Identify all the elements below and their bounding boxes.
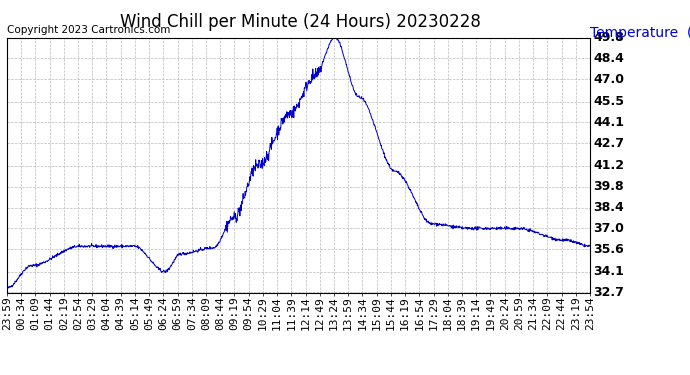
Text: 48.4: 48.4 [593,52,624,65]
Text: 49.8: 49.8 [593,31,624,44]
Text: 44.1: 44.1 [593,116,624,129]
Text: 34.1: 34.1 [593,265,624,278]
Text: 38.4: 38.4 [593,201,624,214]
Text: 37.0: 37.0 [593,222,624,235]
Text: 45.5: 45.5 [593,95,624,108]
Text: 39.8: 39.8 [593,180,624,193]
Text: 42.7: 42.7 [593,137,624,150]
Text: 41.2: 41.2 [593,159,624,172]
Text: 35.6: 35.6 [593,243,624,256]
Text: 47.0: 47.0 [593,73,624,86]
Text: 32.7: 32.7 [593,286,624,299]
Text: Temperature  (°F): Temperature (°F) [590,26,690,40]
Text: Wind Chill per Minute (24 Hours) 20230228: Wind Chill per Minute (24 Hours) 2023022… [119,13,481,31]
Text: Copyright 2023 Cartronics.com: Copyright 2023 Cartronics.com [7,25,170,35]
